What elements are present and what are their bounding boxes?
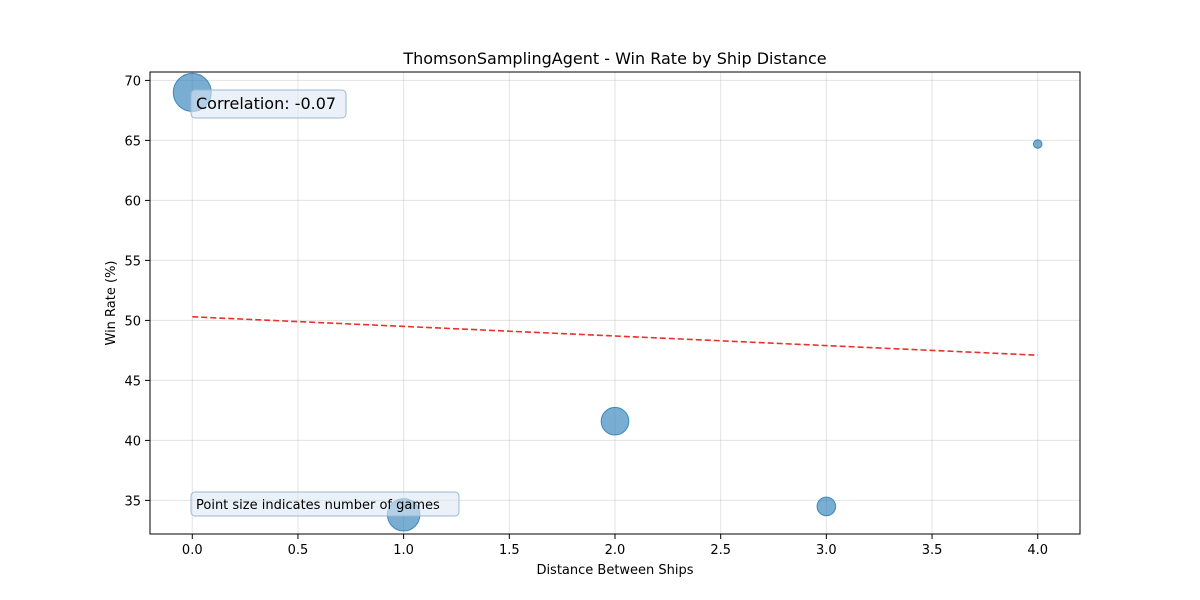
trend-line [192, 316, 1038, 356]
ticks-layer: 0.0 0.5 1.0 1.5 2.0 2.5 3.0 3.5 4.0 35 40 45 50 55 60 6… [124, 74, 1048, 558]
x-tick-label: 1.0 [393, 543, 414, 558]
trend-layer [192, 316, 1038, 356]
data-point [600, 406, 630, 436]
y-tick-label: 45 [124, 374, 141, 389]
y-tick-label: 65 [124, 134, 141, 149]
y-tick-label: 60 [124, 194, 141, 209]
y-tick-label: 50 [124, 314, 141, 329]
size-note-text: Point size indicates number of games [196, 498, 440, 513]
y-tick-label: 55 [124, 254, 141, 269]
data-point [816, 496, 837, 517]
x-tick-label: 2.0 [605, 543, 626, 558]
y-tick-label: 70 [124, 74, 141, 89]
x-tick-label: 4.0 [1027, 543, 1048, 558]
x-tick-label: 2.5 [710, 543, 731, 558]
chart-title: ThomsonSamplingAgent - Win Rate by Ship … [402, 49, 826, 68]
x-tick-label: 0.0 [182, 543, 203, 558]
x-axis-label: Distance Between Ships [536, 563, 693, 578]
correlation-annotation: Correlation: -0.07 [190, 89, 347, 119]
data-point [1032, 139, 1043, 149]
x-tick-label: 1.5 [499, 543, 520, 558]
grid-layer [150, 72, 1080, 534]
x-tick-label: 0.5 [288, 543, 309, 558]
x-tick-label: 3.5 [922, 543, 943, 558]
y-tick-label: 35 [124, 494, 141, 509]
x-tick-label: 3.0 [816, 543, 837, 558]
y-tick-label: 40 [124, 434, 141, 449]
y-axis-label: Win Rate (%) [104, 261, 119, 346]
correlation-text: Correlation: -0.07 [196, 94, 336, 113]
size-note-annotation: Point size indicates number of games [190, 491, 460, 517]
